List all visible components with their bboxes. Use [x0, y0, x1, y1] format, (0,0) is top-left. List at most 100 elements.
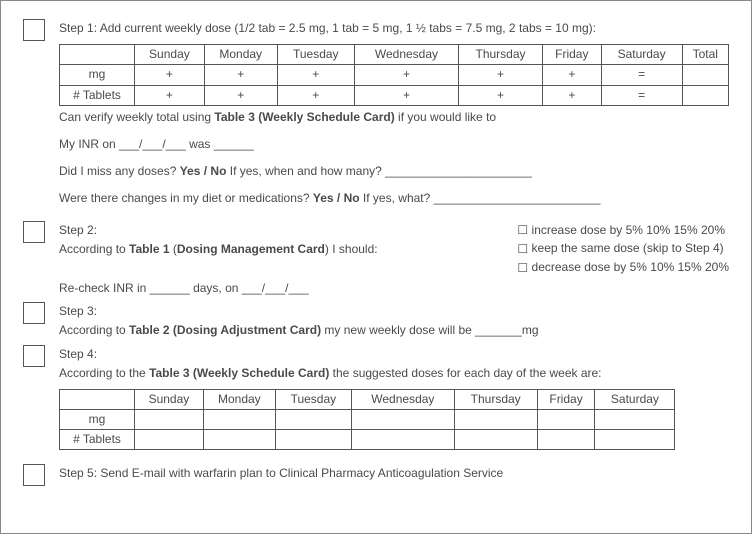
step2-opt1[interactable]: ☐ increase dose by 5% 10% 15% 20% [517, 221, 729, 240]
opt1-checkbox-icon[interactable]: ☐ [517, 221, 528, 239]
step4-line1: Step 4: [59, 345, 729, 364]
s4-tab-c4[interactable] [352, 430, 455, 450]
opt1-text: increase dose by 5% 10% 15% 20% [532, 223, 725, 237]
step1-verify-line: Can verify weekly total using Table 3 (W… [59, 108, 729, 127]
s2-post: ) I should: [325, 242, 378, 256]
step2-line1: Step 2: [59, 221, 378, 240]
step1-tab-c1[interactable]: + [135, 85, 205, 105]
step3-line2[interactable]: According to Table 2 (Dosing Adjustment … [59, 321, 729, 340]
step1-mg-c5[interactable]: + [459, 65, 543, 85]
step2-checkbox[interactable] [23, 221, 45, 243]
step4-checkbox[interactable] [23, 345, 45, 367]
s4-tab-c6[interactable] [537, 430, 595, 450]
step1-h3: Tuesday [277, 45, 354, 65]
step1-row: Step 1: Add current weekly dose (1/2 tab… [23, 19, 729, 209]
step1-row-mg: mg + + + + + + = [60, 65, 729, 85]
opt2-checkbox-icon[interactable]: ☐ [517, 240, 528, 258]
s4-tab-c7[interactable] [595, 430, 675, 450]
s4-mg-c7[interactable] [595, 410, 675, 430]
s3-bold: Table 2 (Dosing Adjustment Card) [129, 323, 321, 337]
s4-h1: Sunday [135, 389, 204, 409]
step1-diet-line[interactable]: Were there changes in my diet or medicat… [59, 189, 729, 208]
step1-tab-label: # Tablets [60, 85, 135, 105]
step2-recheck[interactable]: Re-check INR in ______ days, on ___/___/… [59, 279, 729, 298]
diet-post: If yes, what? _________________________ [360, 191, 601, 205]
s4-h7: Saturday [595, 389, 675, 409]
s4-mg-c2[interactable] [203, 410, 275, 430]
s4-mg-c1[interactable] [135, 410, 204, 430]
step1-label: Step 1: Add current weekly dose (1/2 tab… [59, 19, 729, 38]
opt3-text: decrease dose by 5% 10% 15% 20% [532, 260, 729, 274]
step1-h4: Wednesday [354, 45, 458, 65]
step1-h7: Saturday [601, 45, 682, 65]
s4-tab-c2[interactable] [203, 430, 275, 450]
verify-bold: Table 3 (Weekly Schedule Card) [214, 110, 394, 124]
step1-h5: Thursday [459, 45, 543, 65]
s4-mg-c6[interactable] [537, 410, 595, 430]
s3-pre: According to [59, 323, 129, 337]
worksheet-page: Step 1: Add current weekly dose (1/2 tab… [0, 0, 752, 534]
step4-content: Step 4: According to the Table 3 (Weekly… [59, 345, 729, 453]
step1-mg-total[interactable] [682, 65, 728, 85]
step1-h8: Total [682, 45, 728, 65]
step4-table: Sunday Monday Tuesday Wednesday Thursday… [59, 389, 675, 451]
step2-line2: According to Table 1 (Dosing Management … [59, 240, 378, 259]
verify-pre: Can verify weekly total using [59, 110, 214, 124]
step1-mg-c7[interactable]: = [601, 65, 682, 85]
step1-tab-c7[interactable]: = [601, 85, 682, 105]
s4-mg-label: mg [60, 410, 135, 430]
step1-content: Step 1: Add current weekly dose (1/2 tab… [59, 19, 729, 209]
s2-bold1: Table 1 [129, 242, 169, 256]
missed-yn[interactable]: Yes / No [180, 164, 227, 178]
diet-pre: Were there changes in my diet or medicat… [59, 191, 313, 205]
step4-row: Step 4: According to the Table 3 (Weekly… [23, 345, 729, 453]
step1-checkbox[interactable] [23, 19, 45, 41]
step1-row-tablets: # Tablets + + + + + + = [60, 85, 729, 105]
s4-mg-c3[interactable] [275, 410, 351, 430]
diet-yn[interactable]: Yes / No [313, 191, 360, 205]
step1-tab-c4[interactable]: + [354, 85, 458, 105]
step3-checkbox[interactable] [23, 302, 45, 324]
step1-mg-c6[interactable]: + [543, 65, 602, 85]
step2-opt3[interactable]: ☐ decrease dose by 5% 10% 15% 20% [517, 258, 729, 277]
step4-row-tablets: # Tablets [60, 430, 675, 450]
step2-opt2[interactable]: ☐ keep the same dose (skip to Step 4) [517, 239, 729, 258]
step1-mg-c1[interactable]: + [135, 65, 205, 85]
step5-checkbox[interactable] [23, 464, 45, 486]
s4-tab-label: # Tablets [60, 430, 135, 450]
step1-tab-c2[interactable]: + [204, 85, 277, 105]
step1-tab-c5[interactable]: + [459, 85, 543, 105]
step1-h0 [60, 45, 135, 65]
step4-table-header-row: Sunday Monday Tuesday Wednesday Thursday… [60, 389, 675, 409]
s4-bold: Table 3 (Weekly Schedule Card) [149, 366, 329, 380]
step1-h6: Friday [543, 45, 602, 65]
s4-tab-c1[interactable] [135, 430, 204, 450]
step2-left: Step 2: According to Table 1 (Dosing Man… [59, 221, 378, 259]
opt3-checkbox-icon[interactable]: ☐ [517, 259, 528, 277]
s4-h4: Wednesday [352, 389, 455, 409]
step1-tab-total[interactable] [682, 85, 728, 105]
opt2-text: keep the same dose (skip to Step 4) [532, 241, 724, 255]
step3-line1: Step 3: [59, 302, 729, 321]
s4-tab-c3[interactable] [275, 430, 351, 450]
step5-row: Step 5: Send E-mail with warfarin plan t… [23, 464, 729, 486]
step1-mg-c2[interactable]: + [204, 65, 277, 85]
s4-mg-c5[interactable] [454, 410, 537, 430]
missed-pre: Did I miss any doses? [59, 164, 180, 178]
s4-tab-c5[interactable] [454, 430, 537, 450]
s4-mg-c4[interactable] [352, 410, 455, 430]
step1-mg-c4[interactable]: + [354, 65, 458, 85]
step5-content: Step 5: Send E-mail with warfarin plan t… [59, 464, 729, 483]
step1-missed-line[interactable]: Did I miss any doses? Yes / No If yes, w… [59, 162, 729, 181]
verify-post: if you would like to [395, 110, 496, 124]
step4-line2: According to the Table 3 (Weekly Schedul… [59, 364, 729, 383]
step1-mg-c3[interactable]: + [277, 65, 354, 85]
step5-label: Step 5: Send E-mail with warfarin plan t… [59, 464, 729, 483]
step2-row: Step 2: According to Table 1 (Dosing Man… [23, 221, 729, 299]
step4-row-mg: mg [60, 410, 675, 430]
step1-inr-line[interactable]: My INR on ___/___/___ was ______ [59, 135, 729, 154]
step1-tab-c6[interactable]: + [543, 85, 602, 105]
s2-paren: ( [170, 242, 177, 256]
step1-tab-c3[interactable]: + [277, 85, 354, 105]
s4-h5: Thursday [454, 389, 537, 409]
